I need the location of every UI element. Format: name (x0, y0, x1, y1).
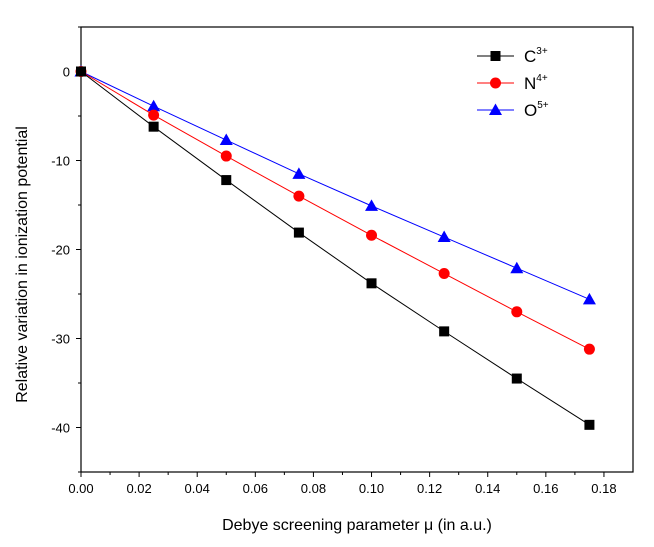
legend-item-o: O5+ (477, 100, 549, 120)
x-axis-title: Debye screening parameter μ (in a.u.) (222, 517, 492, 534)
data-point (220, 150, 232, 162)
legend-label-superscript: 4+ (536, 73, 548, 84)
data-point (76, 66, 86, 77)
legend-label-superscript: 3+ (536, 46, 548, 57)
data-point (511, 306, 523, 318)
legend-label: N4+ (524, 73, 548, 93)
data-point (510, 261, 524, 274)
x-tick-label: 0.16 (533, 481, 558, 496)
x-tick-label: 0.08 (301, 481, 326, 496)
data-point (366, 278, 377, 289)
y-axis: 0 -10 -20 -30 -40 (51, 26, 81, 473)
y-tick-label: -30 (51, 332, 70, 347)
data-point (293, 227, 304, 238)
x-tick-label: 0.00 (68, 481, 93, 496)
y-tick-label: -10 (51, 154, 70, 169)
legend-marker (489, 103, 502, 115)
data-point (437, 230, 451, 243)
series-line (80, 71, 590, 350)
x-tick-label: 0.02 (126, 481, 151, 496)
data-point (366, 229, 378, 241)
data-point (439, 326, 450, 337)
series-line (80, 71, 590, 426)
y-tick-label: -40 (51, 421, 70, 436)
plot-border (80, 26, 634, 473)
plot-frame (80, 26, 634, 473)
legend-label-superscript: 5+ (537, 100, 549, 111)
data-point (511, 373, 522, 384)
data-point (148, 121, 159, 132)
x-tick-label: 0.12 (417, 481, 442, 496)
y-tick-label: 0 (63, 65, 70, 80)
data-point (582, 292, 596, 305)
series-o (74, 65, 596, 305)
data-point (584, 419, 595, 430)
series-c (76, 66, 595, 430)
legend-label: O5+ (524, 100, 549, 120)
x-axis: 0.00 0.02 0.04 0.06 0.08 0.10 0.12 0.14 0.16 0.18 (68, 472, 617, 496)
data-point (148, 109, 160, 121)
data-point (221, 175, 232, 186)
x-tick-label: 0.06 (243, 481, 268, 496)
data-point (219, 133, 233, 146)
legend-item-c: C3+ (477, 46, 548, 66)
data-point (293, 190, 305, 202)
y-axis-title: Relative variation in ionization potenti… (14, 126, 31, 403)
legend: C3+ N4+ O5+ (477, 46, 549, 120)
x-tick-label: 0.18 (591, 481, 616, 496)
x-tick-label: 0.14 (475, 481, 500, 496)
series-group (74, 65, 596, 430)
data-point (147, 99, 161, 112)
legend-marker (490, 77, 501, 89)
data-point (292, 167, 306, 179)
legend-item-n: N4+ (477, 73, 548, 93)
data-point (438, 268, 450, 280)
legend-label: C3+ (524, 46, 548, 66)
y-tick-label: -20 (51, 243, 70, 258)
series-line (80, 71, 590, 300)
data-point (583, 343, 595, 355)
x-tick-label: 0.10 (359, 481, 384, 496)
data-point (365, 199, 379, 211)
x-tick-label: 0.04 (185, 481, 210, 496)
legend-marker (490, 51, 501, 61)
